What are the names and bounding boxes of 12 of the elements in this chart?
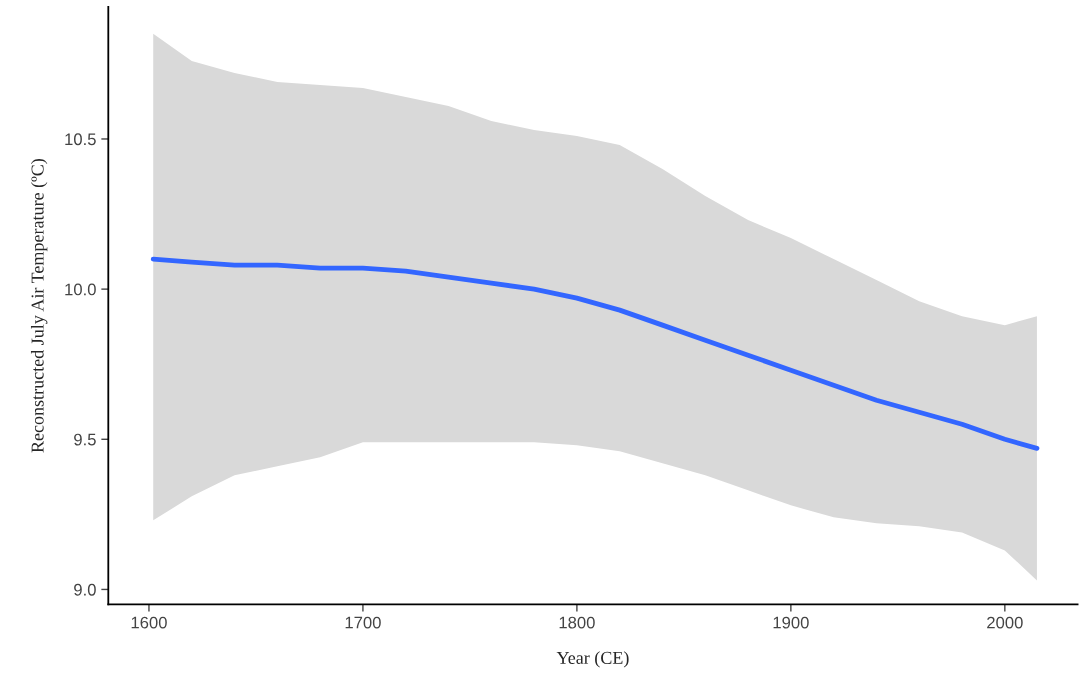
x-axis-title: Year (CE) xyxy=(556,651,629,668)
y-tick-label: 9.0 xyxy=(74,583,96,596)
line-series xyxy=(150,256,1040,451)
y-axis-title: Reconstructed July Air Temperature (ºC) xyxy=(30,159,48,453)
x-tick-label: 1700 xyxy=(345,616,381,629)
y-tick-label: 10.0 xyxy=(65,283,96,296)
y-tick-label: 9.5 xyxy=(74,433,96,446)
y-tick-label: 10.5 xyxy=(65,133,96,146)
x-tick-label: 1900 xyxy=(773,616,809,629)
x-tick-label: 1800 xyxy=(559,616,595,629)
x-tick-label: 2000 xyxy=(987,616,1023,629)
x-tick-label: 1600 xyxy=(131,616,167,629)
